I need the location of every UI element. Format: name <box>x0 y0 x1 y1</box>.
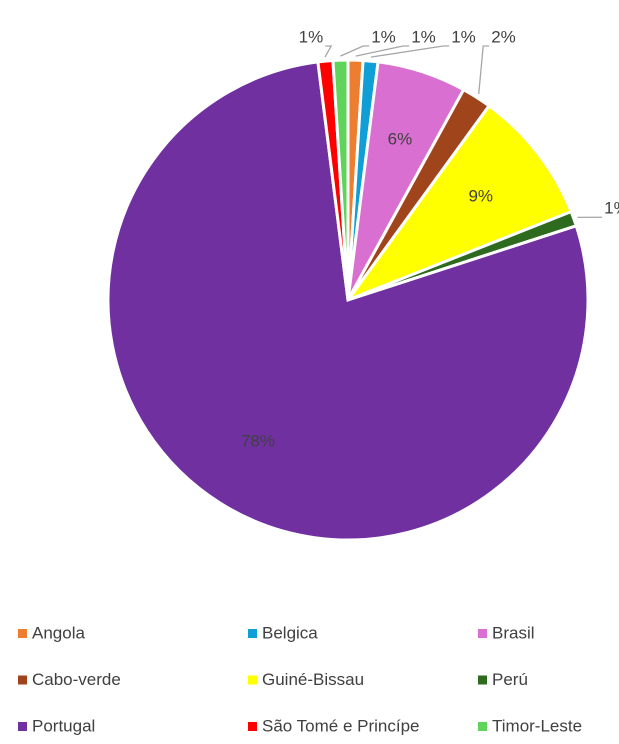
legend-swatch <box>248 676 257 685</box>
legend-label: Perú <box>492 670 528 689</box>
data-label: 1% <box>371 27 396 46</box>
legend-label: Portugal <box>32 716 95 735</box>
legend-swatch <box>478 722 487 731</box>
legend-swatch <box>18 676 27 685</box>
data-label: 1% <box>411 27 436 46</box>
leader-line <box>479 46 489 94</box>
legend-swatch <box>478 629 487 638</box>
data-label: 1% <box>451 27 476 46</box>
legend-swatch <box>248 722 257 731</box>
data-label: 1% <box>604 199 619 218</box>
data-label: 78% <box>241 431 275 450</box>
legend-label: Angola <box>32 623 85 642</box>
leader-line <box>371 46 449 57</box>
data-label: 6% <box>388 130 413 149</box>
leader-line <box>325 46 331 57</box>
legend-label: Guiné-Bissau <box>262 670 364 689</box>
data-label: 9% <box>468 187 493 206</box>
legend-label: Timor-Leste <box>492 716 582 735</box>
leader-line <box>356 46 410 56</box>
legend-label: Belgica <box>262 623 318 642</box>
data-label: 1% <box>299 27 324 46</box>
legend-label: São Tomé e Princípe <box>262 716 420 735</box>
legend-label: Brasil <box>492 623 535 642</box>
legend-swatch <box>18 629 27 638</box>
legend-swatch <box>18 722 27 731</box>
data-label: 2% <box>491 27 516 46</box>
legend-swatch <box>248 629 257 638</box>
legend-label: Cabo-verde <box>32 670 121 689</box>
legend-swatch <box>478 676 487 685</box>
